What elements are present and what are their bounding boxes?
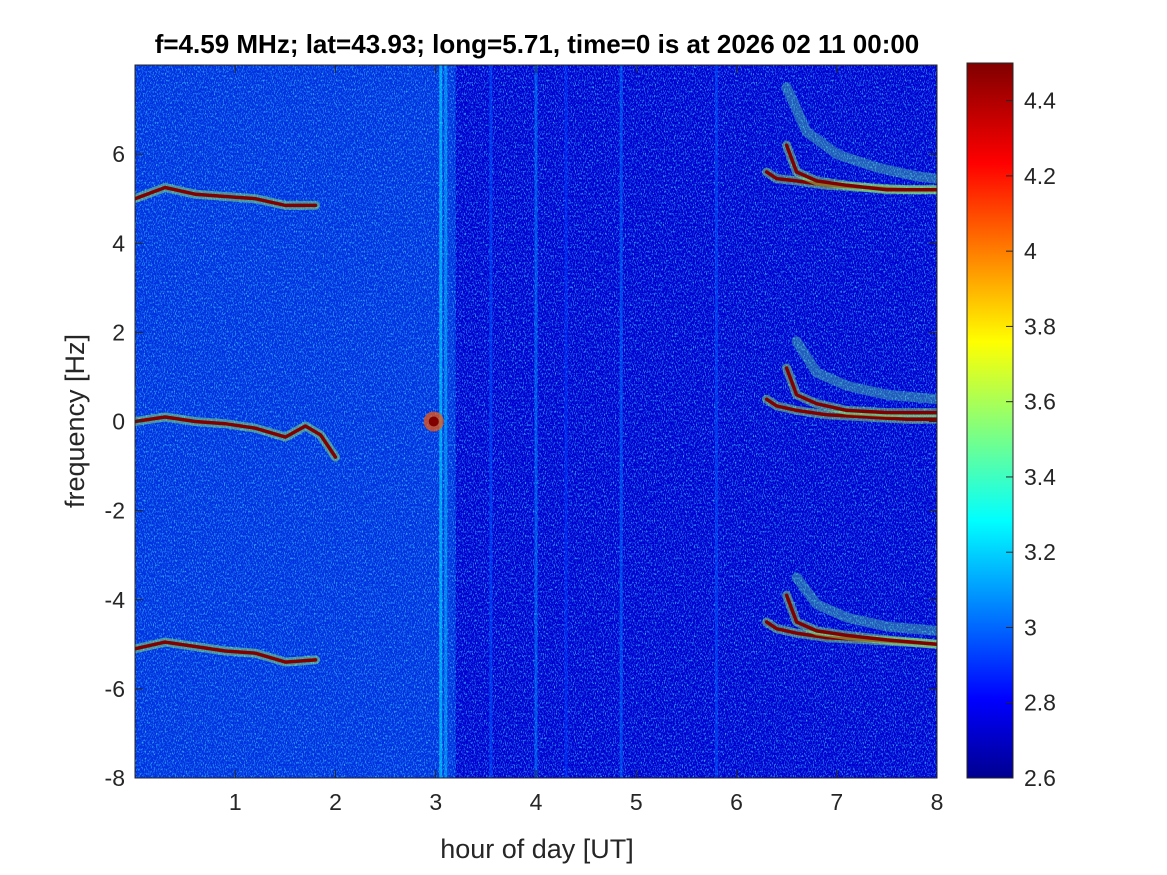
x-tick-label: 6 [730,789,743,815]
spot-layer [423,411,444,432]
colorbar-tick-label: 2.6 [1024,765,1056,791]
plot-area [135,65,937,778]
y-tick-label: 4 [112,230,125,256]
bright-trace [784,366,937,415]
faint-echo-layer [781,82,937,636]
bright-trace [135,640,318,664]
colorbar-tick-label: 3.6 [1024,389,1056,415]
trace-layer [135,140,937,667]
y-tick-label: -2 [105,498,125,524]
y-tick-label: -6 [105,676,125,702]
echo-trace [791,336,937,405]
colorbar-ticks: 2.6 2.8 3 3.2 3.4 3.6 3.8 4 4.2 4.4 [1006,88,1056,791]
colorbar-gradient [967,63,1013,778]
colorbar-tick-label: 2.8 [1024,690,1056,716]
x-tick-label: 8 [931,789,944,815]
spot-core [428,416,439,427]
x-tick-label: 3 [429,789,442,815]
x-tick-label: 7 [830,789,843,815]
colorbar-tick-label: 3.4 [1024,464,1056,490]
vertical-stripe [619,65,623,778]
vertical-stripe [564,65,568,778]
y-tick-label: 0 [112,409,125,435]
colorbar-tick-label: 4.4 [1024,88,1056,114]
colorbar-tick-label: 3 [1024,614,1037,640]
colorbar-tick-label: 4.2 [1024,163,1056,189]
echo-trace [781,82,937,184]
colorbar-tick-label: 3.8 [1024,313,1056,339]
vertical-stripe [489,65,493,778]
vertical-stripe [444,65,448,778]
y-axis: -8 -6 -4 -2 0 2 4 6 [105,141,937,791]
bright-trace [135,415,338,459]
y-tick-label: 2 [112,319,125,345]
x-tick-label: 1 [229,789,242,815]
y-tick-label: 6 [112,141,125,167]
echo-trace [791,572,937,636]
bright-trace [784,143,937,192]
x-axis-label: hour of day [UT] [440,834,634,864]
vertical-stripe [714,65,718,778]
bright-trace [135,185,318,208]
colorbar-tick-label: 4 [1024,238,1037,264]
colorbar-tick-label: 3.2 [1024,539,1056,565]
x-tick-label: 5 [630,789,643,815]
bright-trace [784,593,937,647]
x-tick-label: 4 [530,789,543,815]
bright-trace [764,397,937,422]
x-axis: 1 2 3 4 5 6 7 8 [229,65,944,815]
y-tick-label: -4 [105,587,126,613]
chart-title: f=4.59 MHz; lat=43.93; long=5.71, time=0… [155,29,920,59]
colorbar-frame [966,62,1014,779]
x-tick-label: 2 [329,789,342,815]
colorbar: 2.6 2.8 3 3.2 3.4 3.6 3.8 4 4.2 4.4 [966,62,1056,791]
vertical-stripe [534,65,538,778]
y-axis-label: frequency [Hz] [60,334,90,508]
y-tick-label: -8 [105,765,125,791]
